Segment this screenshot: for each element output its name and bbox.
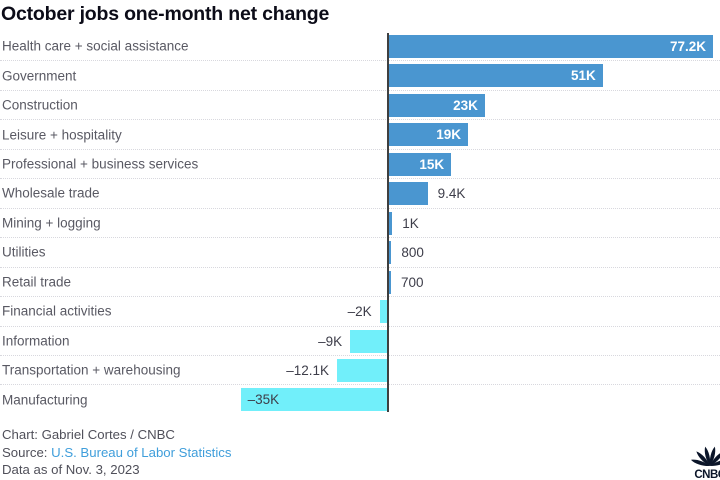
source-line: Source: U.S. Bureau of Labor Statistics xyxy=(2,444,231,462)
chart-row: Professional + business services 15K xyxy=(0,150,720,180)
bar-positive xyxy=(388,270,391,294)
category-label: Information xyxy=(2,333,70,349)
chart-row: Wholesale trade 9.4K xyxy=(0,179,720,209)
value-label: –9K xyxy=(318,333,343,349)
chart-footer: Chart: Gabriel Cortes / CNBC Source: U.S… xyxy=(2,426,231,479)
value-label: 9.4K xyxy=(437,186,466,202)
bar-positive xyxy=(388,241,392,265)
category-label: Transportation + warehousing xyxy=(2,362,181,378)
category-label: Professional + business services xyxy=(2,156,199,172)
category-label: Mining + logging xyxy=(2,215,101,231)
bar-negative xyxy=(240,388,388,412)
category-label: Financial activities xyxy=(2,303,112,319)
source-link[interactable]: U.S. Bureau of Labor Statistics xyxy=(51,444,232,460)
credit-line: Chart: Gabriel Cortes / CNBC xyxy=(2,427,175,442)
value-label: –12.1K xyxy=(286,362,330,378)
chart-row: Government 51K xyxy=(0,61,720,91)
value-label: 800 xyxy=(401,245,424,261)
bar-negative xyxy=(379,300,388,324)
chart-row: Financial activities –2K xyxy=(0,297,720,327)
value-label: 19K xyxy=(436,127,461,143)
bar-negative xyxy=(337,358,388,382)
bar-positive xyxy=(388,152,452,176)
chart-row: Manufacturing –35K xyxy=(0,385,720,414)
bar-negative xyxy=(350,329,388,353)
bar-positive xyxy=(388,93,485,117)
bar-positive xyxy=(388,182,428,206)
value-label: 1K xyxy=(402,215,419,231)
category-label: Health care + social assistance xyxy=(2,38,189,54)
bar-positive xyxy=(388,64,603,88)
chart-row: Utilities 800 xyxy=(0,238,720,268)
value-label: 700 xyxy=(400,274,424,290)
bar-positive xyxy=(388,35,713,58)
chart-row: Construction 23K xyxy=(0,91,720,121)
value-label: 15K xyxy=(419,156,445,172)
bar-positive xyxy=(388,211,393,235)
value-label: 23K xyxy=(453,97,478,113)
data-as-of-line: Data as of Nov. 3, 2023 xyxy=(2,462,140,478)
zero-baseline-axis xyxy=(387,33,389,412)
category-label: Retail trade xyxy=(2,274,72,290)
category-label: Utilities xyxy=(2,244,46,260)
bar-positive xyxy=(388,123,468,147)
category-label: Government xyxy=(2,68,77,84)
chart-row: Leisure + hospitality 19K xyxy=(0,120,720,150)
bar-chart: Health care + social assistance 77.2K Gove… xyxy=(0,32,720,416)
svg-text:CNBC: CNBC xyxy=(694,469,720,479)
category-label: Leisure + hospitality xyxy=(2,127,122,143)
cnbc-logo-icon: CNBC xyxy=(690,446,720,479)
value-label: 51K xyxy=(570,68,596,84)
chart-title: October jobs one-month net change xyxy=(1,3,330,25)
category-label: Wholesale trade xyxy=(2,185,100,201)
chart-row: Health care + social assistance 77.2K xyxy=(0,32,720,62)
category-label: Construction xyxy=(2,97,78,113)
chart-row: Retail trade 700 xyxy=(0,268,720,298)
source-prefix: Source: xyxy=(2,444,52,460)
value-label: –35K xyxy=(247,392,280,408)
chart-row: Transportation + warehousing –12.1K xyxy=(0,356,720,386)
value-label: 77.2K xyxy=(669,39,707,54)
category-label: Manufacturing xyxy=(2,392,88,408)
chart-row: Information –9K xyxy=(0,327,720,356)
value-label: –2K xyxy=(347,304,372,320)
chart-row: Mining + logging 1K xyxy=(0,209,720,239)
